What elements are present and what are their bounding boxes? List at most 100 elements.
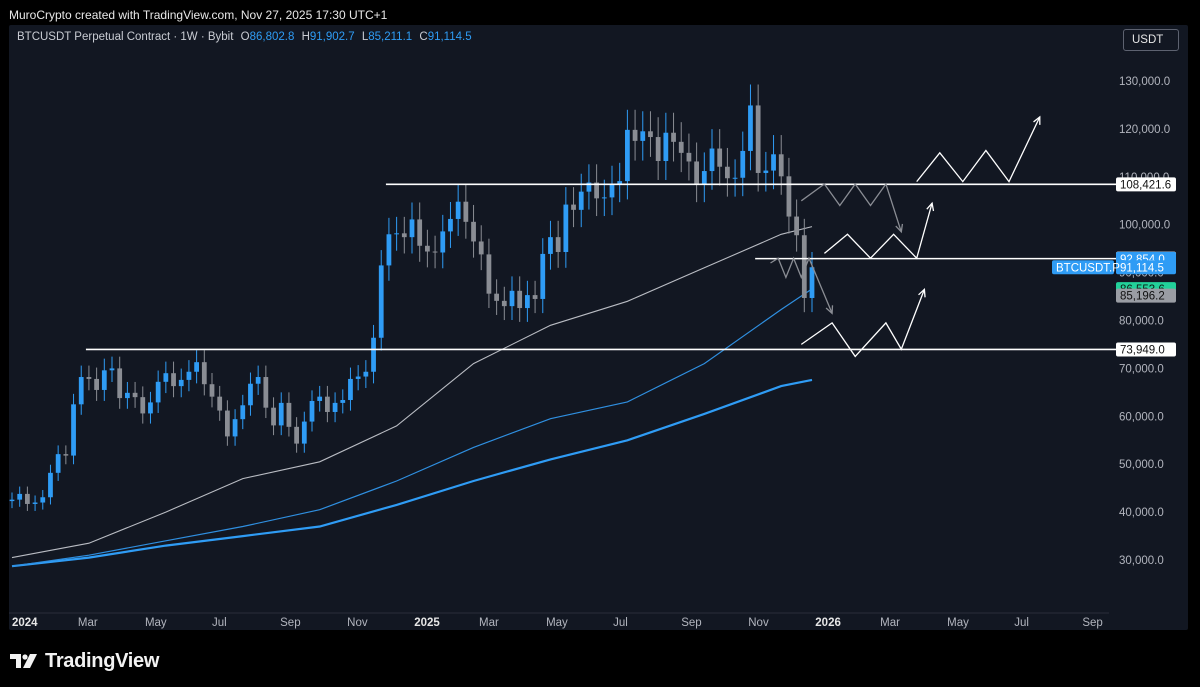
y-tick-label: 100,000.0 [1119, 220, 1170, 232]
candle-body [617, 181, 623, 184]
x-tick-label: Jul [212, 617, 227, 629]
candle-body [648, 131, 653, 138]
y-tick-label: 80,000.0 [1119, 316, 1164, 328]
y-tick-label: 60,000.0 [1119, 411, 1164, 423]
symbol-price-tag-label: BTCUSDT.P [1056, 262, 1120, 274]
price-tag-label: 73,949.0 [1120, 344, 1165, 356]
candle-body [809, 267, 815, 298]
candle-body [586, 182, 592, 192]
candle-body [717, 148, 723, 167]
candle-body [448, 218, 453, 232]
candle-body [494, 293, 499, 301]
x-tick-label: May [947, 617, 969, 629]
chart-panel[interactable]: 30,000.0 40,000.0 50,000.0 60,000.0 70,000.0… [9, 25, 1188, 630]
projection-path[interactable] [800, 289, 926, 358]
candle-body [563, 204, 569, 253]
candle-body [271, 407, 276, 426]
candle-body [148, 402, 153, 414]
projection-arrowhead [926, 201, 935, 212]
candle-body [301, 421, 307, 444]
candle-body [94, 378, 99, 390]
y-tick-label: 70,000.0 [1119, 363, 1164, 375]
candle-body [725, 166, 730, 179]
y-tick-label: 120,000.0 [1119, 124, 1170, 136]
candle-body [325, 396, 330, 412]
projection-arrowhead [825, 305, 834, 315]
x-tick-label: Mar [78, 617, 98, 629]
candle-body [663, 132, 669, 161]
chart-canvas[interactable]: 30,000.0 40,000.0 50,000.0 60,000.0 70,000.0… [9, 25, 1188, 630]
candle-body [640, 131, 646, 141]
candle-body [609, 183, 615, 198]
candle-body [317, 396, 323, 401]
candle-body [248, 383, 253, 406]
candle-body [40, 497, 46, 503]
candle-body [232, 419, 238, 437]
candle-body [209, 384, 215, 397]
candle-body [194, 362, 199, 372]
candle-body [278, 402, 284, 426]
candle-body [732, 177, 738, 179]
currency-button[interactable]: USDT [1123, 29, 1179, 51]
candle-body [425, 245, 430, 252]
candle-body [801, 235, 807, 298]
candle-body [363, 371, 369, 377]
candle-body [78, 377, 84, 405]
candle-body [171, 373, 176, 387]
candle-body [517, 290, 523, 309]
ma-200-line [11, 378, 813, 568]
author-credit: MuroCrypto created with TradingView.com,… [9, 8, 388, 22]
x-tick-label: Jul [613, 617, 628, 629]
candle-body [186, 371, 192, 380]
projection-path[interactable] [823, 202, 933, 260]
candle-body [101, 370, 107, 390]
projection-path[interactable] [916, 116, 1041, 183]
candle-body [417, 219, 423, 246]
candle-body [225, 410, 230, 437]
y-tick-label: 50,000.0 [1119, 459, 1164, 471]
low-value: 85,211.1 [368, 31, 413, 43]
candle-body [578, 191, 584, 210]
price-tag-label: 108,421.6 [1120, 179, 1171, 191]
candle-body [471, 221, 476, 242]
candle-body [701, 171, 707, 184]
candle-body [525, 295, 530, 309]
projection-arrowhead [1033, 115, 1041, 125]
close-label: C [419, 31, 428, 43]
candle-body [386, 234, 392, 266]
candle-body [478, 241, 484, 255]
x-tick-label: Jul [1014, 617, 1029, 629]
x-tick-label: Mar [880, 617, 900, 629]
projection-path[interactable] [770, 256, 833, 314]
candle-body [32, 502, 38, 504]
tradingview-logo-icon [10, 654, 37, 668]
ma-100-line [11, 288, 813, 567]
candle-body [686, 152, 692, 162]
candle-body [540, 253, 546, 299]
candle-body [432, 251, 438, 253]
candle-body [178, 379, 184, 387]
candle-body [794, 216, 799, 236]
candle-body [632, 129, 638, 141]
price-tag-label: 92,854.0 [1120, 254, 1165, 266]
projection-path[interactable] [800, 182, 902, 233]
candle-body [55, 454, 61, 473]
candle-body [63, 454, 69, 456]
candle-body [201, 362, 207, 385]
low-label: L [361, 31, 369, 43]
candle-body [240, 405, 246, 420]
x-tick-label: Sep [1082, 617, 1102, 629]
candle-body [501, 300, 507, 307]
high-value: 91,902.7 [309, 31, 355, 43]
candle-body [117, 368, 123, 399]
symbol-title: BTCUSDT Perpetual Contract · 1W · Bybit [17, 31, 234, 43]
candle-body [371, 337, 376, 372]
candle-body [332, 402, 338, 412]
x-tick-label: Mar [479, 617, 499, 629]
candle-body [678, 141, 684, 153]
candle-body [25, 493, 30, 504]
candle-body [786, 176, 792, 217]
candle-body [532, 295, 538, 299]
x-tick-label: 2026 [815, 617, 841, 629]
candle-body [748, 105, 753, 151]
